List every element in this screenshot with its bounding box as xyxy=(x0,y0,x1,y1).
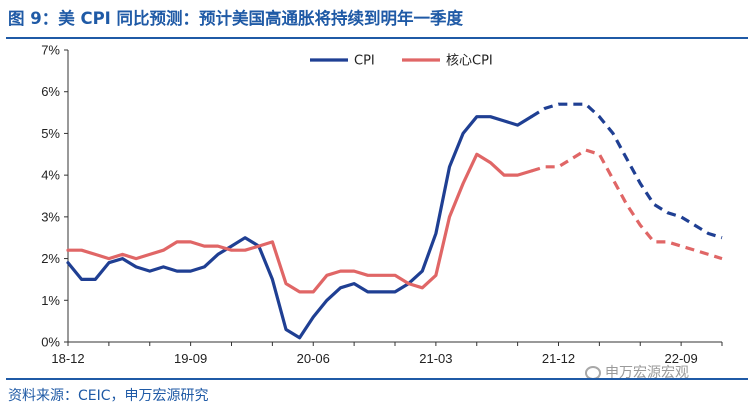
legend-label: CPI xyxy=(354,54,375,69)
axes: 0% 1% 2% 3% 4% 5% 6% 7% 18-12 19-09 20-06 21-03 21-1… xyxy=(41,43,723,366)
y-tick-label: 2% xyxy=(41,251,60,266)
watermark: 申万宏源宏观 xyxy=(585,362,689,384)
series-line-forecast xyxy=(530,148,723,261)
series-line-actual xyxy=(66,152,533,294)
x-tick-label: 19-09 xyxy=(174,351,207,366)
y-tick-label: 4% xyxy=(41,168,60,183)
series-line-forecast xyxy=(530,102,723,240)
title-divider xyxy=(6,37,748,39)
legend: CPI 核心CPI xyxy=(310,54,493,69)
footer-divider xyxy=(6,378,748,380)
x-tick-label: 21-12 xyxy=(542,351,575,366)
y-tick-label: 7% xyxy=(41,43,60,58)
chart-title: 图 9：美 CPI 同比预测：预计美国高通胀将持续到明年一季度 xyxy=(8,9,464,28)
series-line-actual xyxy=(66,115,533,340)
y-tick-label: 0% xyxy=(41,335,60,350)
y-tick-label: 1% xyxy=(41,293,60,308)
cpi-line-chart: 0% 1% 2% 3% 4% 5% 6% 7% 18-12 19-09 20-06 21-03 21-1… xyxy=(41,43,723,366)
x-tick-label: 18-12 xyxy=(51,351,84,366)
x-tick-label: 21-03 xyxy=(419,351,452,366)
watermark-text: 申万宏源宏观 xyxy=(605,365,689,381)
series-lines xyxy=(66,102,723,340)
x-tick-label: 20-06 xyxy=(297,351,330,366)
source-note: 资料来源：CEIC，申万宏源研究 xyxy=(8,388,209,404)
y-tick-label: 3% xyxy=(41,209,60,224)
legend-label: 核心CPI xyxy=(446,54,493,69)
y-tick-label: 6% xyxy=(41,84,60,99)
x-tick-label: 22-09 xyxy=(665,351,698,366)
y-tick-label: 5% xyxy=(41,126,60,141)
